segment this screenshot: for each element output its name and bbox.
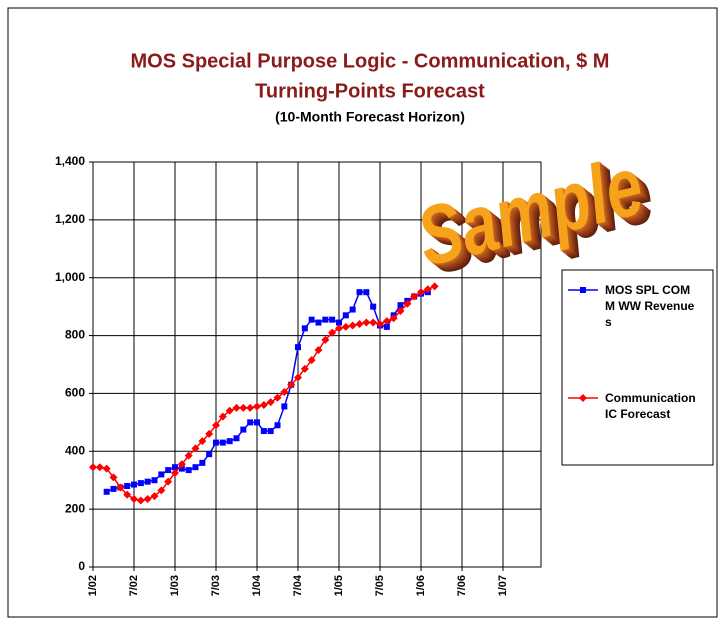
- data-point: [124, 483, 130, 489]
- data-point: [357, 289, 363, 295]
- chart-title: MOS Special Purpose Logic - Communicatio…: [131, 50, 610, 72]
- x-tick-label: 1/06: [415, 575, 427, 596]
- data-point: [302, 325, 308, 331]
- x-tick-label: 1/03: [169, 575, 181, 596]
- x-tick-label: 1/07: [497, 575, 509, 596]
- data-point: [138, 480, 144, 486]
- data-point: [152, 477, 158, 483]
- data-point: [220, 440, 226, 446]
- chart-subtitle: Turning-Points Forecast: [255, 80, 485, 102]
- y-tick-label: 1,400: [55, 154, 85, 168]
- x-tick-label: 1/04: [251, 574, 263, 596]
- data-point: [131, 482, 137, 488]
- data-point: [261, 428, 267, 434]
- data-point: [104, 489, 110, 495]
- chart-note: (10-Month Forecast Horizon): [275, 109, 465, 125]
- x-tick-label: 7/06: [456, 575, 468, 596]
- data-point: [363, 289, 369, 295]
- data-point: [580, 287, 586, 293]
- data-point: [186, 467, 192, 473]
- x-tick-label: 7/02: [128, 575, 140, 596]
- x-tick-label: 1/02: [87, 575, 99, 596]
- data-point: [281, 403, 287, 409]
- data-point: [275, 422, 281, 428]
- x-tick-label: 7/05: [374, 575, 386, 596]
- data-point: [227, 438, 233, 444]
- y-tick-label: 200: [65, 501, 85, 515]
- data-point: [247, 419, 253, 425]
- data-point: [213, 440, 219, 446]
- data-point: [309, 317, 315, 323]
- data-point: [370, 304, 376, 310]
- data-point: [111, 486, 117, 492]
- page: MOS Special Purpose Logic - Communicatio…: [0, 0, 725, 625]
- y-tick-label: 1,000: [55, 270, 85, 284]
- data-point: [316, 320, 322, 326]
- x-tick-label: 7/03: [210, 575, 222, 596]
- y-tick-label: 0: [78, 559, 85, 573]
- y-tick-label: 400: [65, 443, 85, 457]
- data-point: [329, 317, 335, 323]
- y-tick-label: 600: [65, 386, 85, 400]
- x-tick-label: 7/04: [292, 574, 304, 596]
- data-point: [240, 427, 246, 433]
- data-point: [199, 460, 205, 466]
- data-point: [234, 435, 240, 441]
- legend-label: MOS SPL COMM WW Revenues: [605, 282, 697, 330]
- x-tick-label: 1/05: [333, 575, 345, 596]
- data-point: [158, 471, 164, 477]
- data-point: [165, 467, 171, 473]
- data-point: [322, 317, 328, 323]
- data-point: [295, 344, 301, 350]
- data-point: [206, 451, 212, 457]
- data-point: [268, 428, 274, 434]
- data-point: [193, 464, 199, 470]
- data-point: [343, 312, 349, 318]
- data-point: [145, 479, 151, 485]
- legend-label: Communication IC Forecast: [605, 390, 697, 422]
- data-point: [254, 419, 260, 425]
- y-tick-label: 800: [65, 328, 85, 342]
- data-point: [350, 307, 356, 313]
- y-tick-label: 1,200: [55, 212, 85, 226]
